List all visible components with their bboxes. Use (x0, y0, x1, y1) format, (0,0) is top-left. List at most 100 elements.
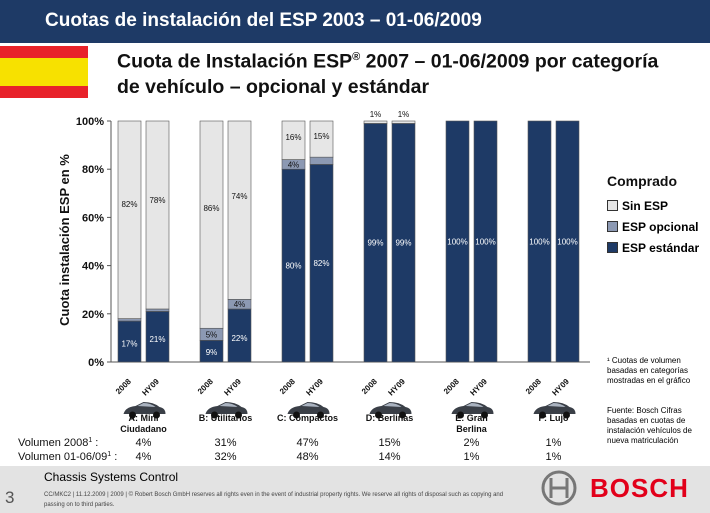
y-tick-label: 0% (88, 357, 104, 369)
car-icon (205, 402, 248, 419)
car-icon (533, 402, 576, 419)
bosch-armature-icon (541, 470, 577, 506)
data-label: 80% (285, 262, 301, 271)
bar-segment-estandar (445, 120, 470, 363)
bar-segment-opcional (309, 156, 334, 165)
x-period-label: 2008 (278, 377, 297, 396)
data-label: 5% (206, 330, 218, 339)
bar-segment-opcional (145, 308, 170, 312)
bar-segment-estandar (473, 120, 498, 363)
data-label: 82% (121, 200, 137, 209)
category-label: E: Gran Berlina (455, 413, 488, 434)
data-label: 17% (121, 340, 137, 349)
bar-segment-sin (227, 120, 252, 300)
data-label: 86% (203, 204, 219, 213)
header-bar: Cuotas de instalación del ESP 2003 – 01-… (0, 0, 710, 43)
data-label: 4% (234, 300, 246, 309)
legend-swatch (607, 221, 618, 232)
data-label: 99% (395, 239, 411, 248)
bosch-logo-text: BOSCH (590, 473, 689, 503)
bar-segment-estandar (527, 120, 552, 363)
x-period-label: HY09 (304, 377, 325, 398)
data-label: 22% (231, 334, 247, 343)
title-line1: Cuota de Instalación ESP (117, 50, 353, 73)
data-label: 1% (398, 110, 410, 119)
x-period-label: HY09 (386, 377, 407, 398)
volume-2008-value: 47% (296, 437, 318, 449)
volume-2008-value: 4% (136, 437, 152, 449)
volume-2008-value: 31% (214, 437, 236, 449)
category-label: C: Compactos (277, 413, 338, 423)
data-label: 78% (149, 196, 165, 205)
title-line1-rest: 2007 – 01-06/2009 por categoría (360, 50, 659, 73)
data-label: 16% (285, 133, 301, 142)
legend-swatch (607, 200, 618, 211)
car-icon (369, 402, 412, 419)
y-tick-label: 60% (82, 212, 104, 224)
footnote-text: ¹ Cuotas de volumen basadas en categoría… (607, 356, 691, 385)
y-tick-label: 20% (82, 309, 104, 321)
data-label: 100% (475, 238, 495, 247)
category-label: B: Utilitarios (199, 413, 253, 423)
bar-segment-sin (199, 120, 224, 329)
bar-segment-sin (117, 120, 142, 319)
division-name: Chassis Systems Control (44, 470, 179, 484)
car-icon (287, 402, 330, 419)
x-period-label: HY09 (550, 377, 571, 398)
bar-segment-sin (363, 120, 388, 124)
volume-hy09-value: 1% (546, 451, 562, 463)
data-label: 9% (206, 348, 218, 357)
volume-2008-label: Volumen 20081 : (18, 437, 98, 449)
header-title: Cuotas de instalación del ESP 2003 – 01-… (45, 10, 482, 31)
volume-2008-value: 1% (546, 437, 562, 449)
data-label: 15% (313, 132, 329, 141)
y-tick-label: 40% (82, 261, 104, 273)
volume-hy09-label: Volumen 01-06/091 : (18, 451, 117, 463)
title-registered-mark: ® (352, 51, 361, 63)
car-icon (123, 402, 166, 419)
x-period-label: HY09 (222, 377, 243, 398)
bar-segment-opcional (117, 318, 142, 322)
legend-title: Comprado (607, 173, 677, 189)
data-label: 99% (367, 239, 383, 248)
bar-segment-sin (391, 120, 416, 124)
volume-hy09-value: 32% (214, 451, 236, 463)
bar-segment-sin (145, 120, 170, 310)
data-label: 100% (557, 238, 577, 247)
volume-hy09-value: 48% (296, 451, 318, 463)
legend-item-esp-opcional: ESP opcional (607, 216, 699, 237)
x-period-label: 2008 (114, 377, 133, 396)
legal-text: CC/MKC2 | 11.12.2009 | 2009 | © Robert B… (44, 492, 504, 508)
volume-hy09-value: 4% (136, 451, 152, 463)
volume-2008-value: 15% (378, 437, 400, 449)
bar-segment-estandar (555, 120, 580, 363)
y-axis-label: Cuota instalación ESP en % (57, 154, 72, 326)
bar-segment-sin (309, 120, 334, 158)
y-tick-label: 100% (76, 116, 104, 128)
bar-segment-sin (281, 120, 306, 160)
legend-item-esp-estandar: ESP estándar (607, 237, 699, 258)
category-label: A: Mini Ciudadano (120, 413, 167, 434)
slide-title: Cuota de Instalación ESP® 2007 – 01-06/2… (117, 45, 707, 100)
page-number: 3 (5, 488, 15, 507)
x-period-label: 2008 (442, 377, 461, 396)
data-label: 100% (529, 238, 549, 247)
footer-bar (0, 466, 710, 513)
y-tick-label: 80% (82, 164, 104, 176)
x-period-label: 2008 (360, 377, 379, 396)
data-label: 4% (288, 160, 300, 169)
category-label: D: Berlinas (366, 413, 414, 423)
data-label: 100% (447, 238, 467, 247)
volume-hy09-value: 1% (464, 451, 480, 463)
category-label: F: Lujo (539, 413, 569, 423)
car-icon (451, 402, 494, 419)
legend-item-sin-esp: Sin ESP (607, 195, 699, 216)
x-period-label: HY09 (468, 377, 489, 398)
legend-swatch (607, 242, 618, 253)
title-line2: de vehículo – opcional y estándar (117, 75, 430, 98)
x-period-label: HY09 (140, 377, 161, 398)
x-period-label: 2008 (524, 377, 543, 396)
data-label: 1% (370, 110, 382, 119)
x-period-label: 2008 (196, 377, 215, 396)
